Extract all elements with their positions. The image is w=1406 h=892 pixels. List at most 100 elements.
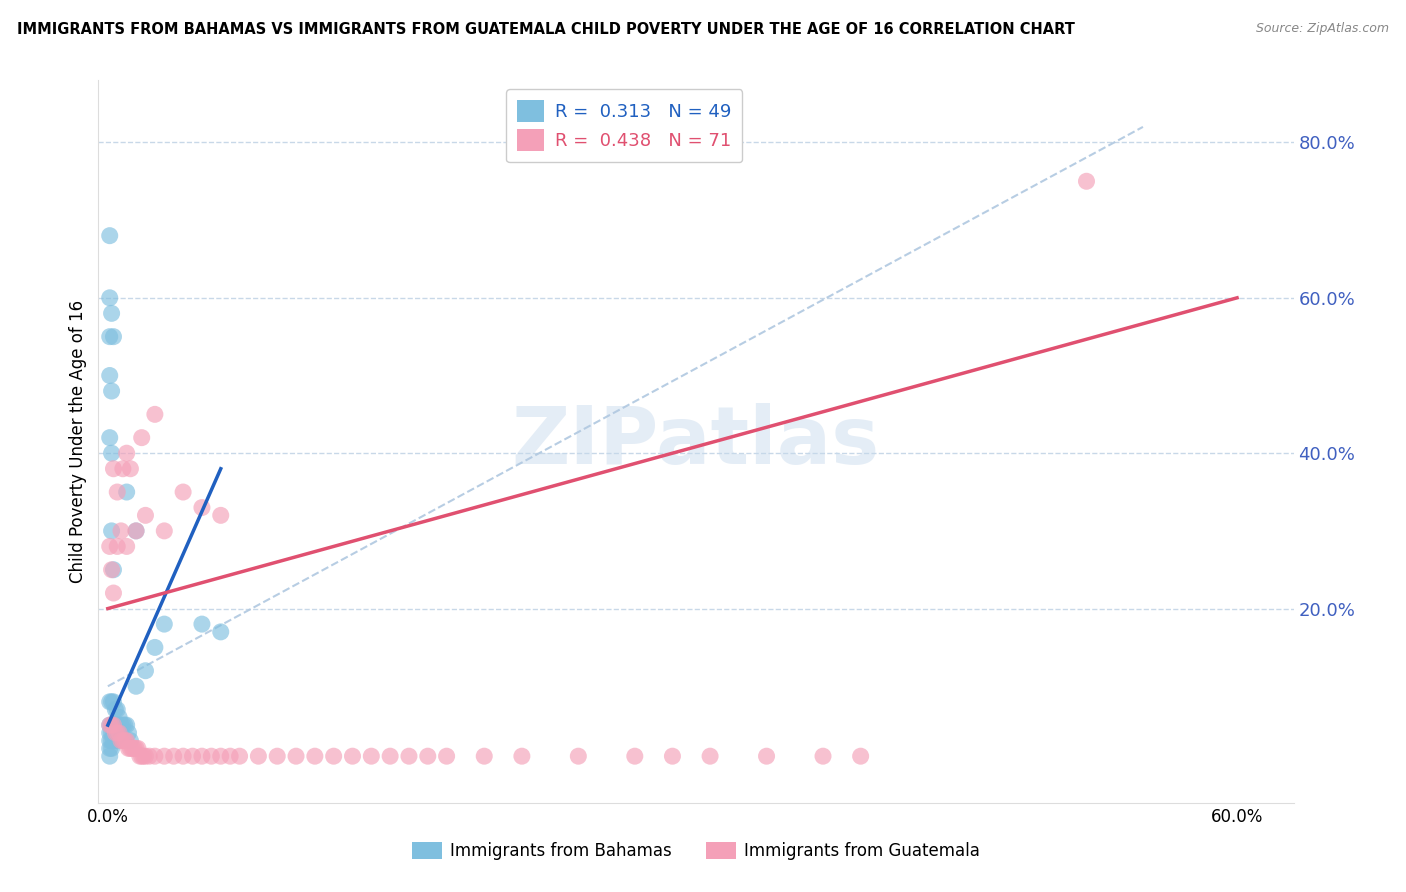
Point: [98, 431, 121, 445]
Point: [699, 749, 721, 764]
Point: [755, 749, 778, 764]
Point: [342, 749, 364, 764]
Point: [132, 749, 155, 764]
Point: [416, 749, 439, 764]
Point: [143, 749, 166, 764]
Point: [105, 702, 128, 716]
Point: [104, 718, 127, 732]
Point: [153, 749, 176, 764]
Point: [108, 718, 131, 732]
Point: [134, 508, 156, 523]
Point: [134, 749, 156, 764]
Point: [105, 540, 128, 554]
Point: [105, 485, 128, 500]
Point: [322, 749, 344, 764]
Point: [108, 710, 131, 724]
Point: [138, 749, 160, 764]
Point: [108, 726, 131, 740]
Point: [567, 749, 589, 764]
Point: [105, 718, 128, 732]
Point: [98, 540, 121, 554]
Point: [114, 733, 136, 747]
Point: [115, 446, 138, 460]
Point: [115, 540, 138, 554]
Point: [104, 726, 127, 740]
Point: [131, 749, 153, 764]
Point: [98, 368, 121, 383]
Point: [125, 524, 148, 538]
Point: [108, 726, 131, 740]
Point: [98, 228, 121, 243]
Point: [100, 524, 122, 538]
Point: [105, 726, 128, 740]
Point: [117, 741, 139, 756]
Point: [266, 749, 288, 764]
Point: [172, 749, 194, 764]
Text: IMMIGRANTS FROM BAHAMAS VS IMMIGRANTS FROM GUATEMALA CHILD POVERTY UNDER THE AGE: IMMIGRANTS FROM BAHAMAS VS IMMIGRANTS FR…: [17, 22, 1074, 37]
Point: [110, 733, 132, 747]
Point: [125, 741, 148, 756]
Point: [103, 718, 125, 732]
Point: [103, 461, 125, 475]
Point: [115, 733, 138, 747]
Point: [127, 741, 149, 756]
Point: [103, 695, 125, 709]
Point: [114, 718, 136, 732]
Point: [472, 749, 495, 764]
Y-axis label: Child Poverty Under the Age of 16: Child Poverty Under the Age of 16: [69, 300, 87, 583]
Point: [436, 749, 458, 764]
Point: [100, 718, 122, 732]
Point: [98, 329, 121, 343]
Point: [100, 384, 122, 398]
Point: [209, 624, 232, 639]
Point: [172, 485, 194, 500]
Point: [98, 749, 121, 764]
Point: [117, 726, 139, 740]
Point: [115, 485, 138, 500]
Point: [219, 749, 242, 764]
Point: [122, 741, 145, 756]
Point: [128, 749, 150, 764]
Point: [98, 733, 121, 747]
Point: [181, 749, 204, 764]
Point: [103, 726, 125, 740]
Point: [111, 718, 134, 732]
Point: [120, 461, 142, 475]
Point: [209, 508, 232, 523]
Point: [661, 749, 683, 764]
Point: [98, 741, 121, 756]
Point: [153, 617, 176, 632]
Point: [103, 329, 125, 343]
Point: [398, 749, 420, 764]
Point: [191, 617, 214, 632]
Point: [378, 749, 401, 764]
Point: [360, 749, 382, 764]
Point: [143, 408, 166, 422]
Point: [103, 563, 125, 577]
Point: [510, 749, 533, 764]
Point: [98, 726, 121, 740]
Point: [100, 741, 122, 756]
Point: [125, 679, 148, 693]
Point: [104, 702, 127, 716]
Point: [103, 586, 125, 600]
Point: [103, 733, 125, 747]
Point: [849, 749, 872, 764]
Point: [200, 749, 222, 764]
Point: [100, 718, 122, 732]
Point: [304, 749, 326, 764]
Point: [100, 306, 122, 320]
Point: [191, 500, 214, 515]
Point: [100, 726, 122, 740]
Point: [120, 733, 142, 747]
Point: [110, 718, 132, 732]
Point: [811, 749, 834, 764]
Point: [134, 664, 156, 678]
Point: [105, 733, 128, 747]
Point: [163, 749, 186, 764]
Point: [143, 640, 166, 655]
Legend: Immigrants from Bahamas, Immigrants from Guatemala: Immigrants from Bahamas, Immigrants from…: [405, 835, 987, 867]
Point: [100, 733, 122, 747]
Point: [153, 524, 176, 538]
Point: [110, 524, 132, 538]
